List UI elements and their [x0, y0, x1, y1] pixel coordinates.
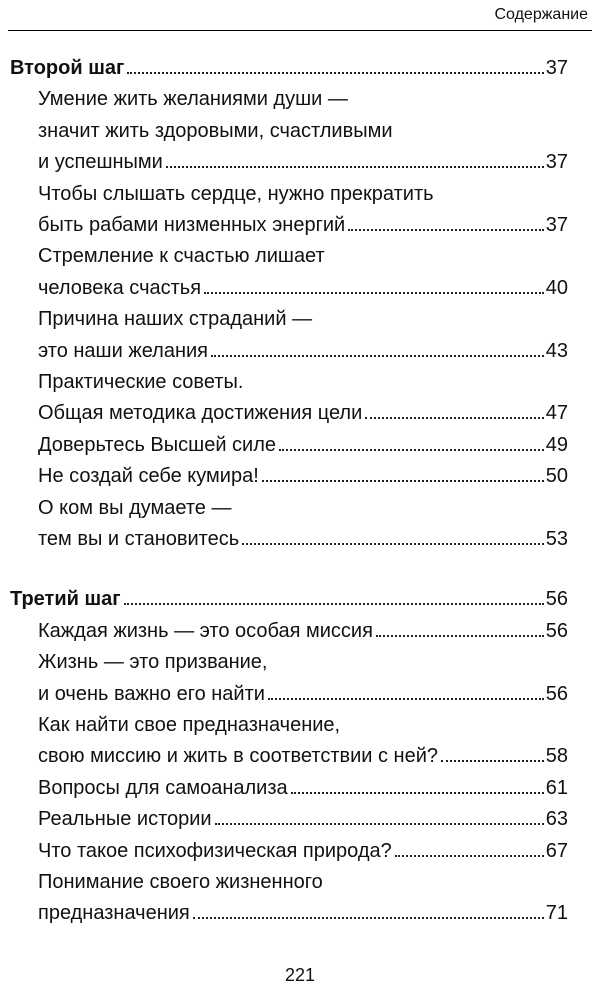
entry-text: Умение жить желаниями души —: [38, 88, 348, 111]
toc-row: Каждая жизнь — это особая миссия 56: [38, 613, 568, 643]
entry-text: быть рабами низменных энергий: [38, 214, 346, 236]
toc-row: предназначения 71: [38, 895, 568, 925]
entry-page: 56: [545, 619, 568, 642]
entry-page: 37: [545, 214, 568, 236]
entry-text: это наши желания: [38, 339, 208, 362]
entry-text: тем вы и становитесь: [38, 528, 240, 550]
toc-row: Второй шаг 37: [10, 50, 568, 80]
toc-row: Доверьтесь Высшей силе 49: [38, 427, 568, 457]
entry-text: свою миссию и жить в соответствии с ней?: [38, 745, 439, 768]
toc-row: Умение жить желаниями души —: [38, 81, 568, 111]
toc-row: Не создай себе кумира! 50: [38, 458, 568, 488]
toc-row: Практические советы.: [38, 364, 568, 394]
entry-text: Доверьтесь Высшей силе: [38, 433, 277, 456]
dot-leader: [348, 229, 544, 231]
entry-text: Каждая жизнь — это особая миссия: [38, 619, 373, 642]
entry-text: человека счастья: [38, 276, 202, 299]
entry-text: и успешными: [38, 151, 163, 174]
entry-text: Стремление к счастью лишает: [38, 245, 325, 268]
entry-page: 40: [545, 276, 568, 299]
dot-leader: [375, 634, 544, 637]
entry-text: Вопросы для самоанализа: [38, 776, 288, 799]
entry-page: 61: [545, 776, 568, 799]
entry-page: 63: [545, 808, 568, 831]
entry-text: Как найти свое предназначение,: [38, 714, 341, 736]
entry-page: 58: [545, 745, 568, 768]
entry-page: 53: [545, 528, 568, 550]
entry-text: Реальные истории: [38, 808, 212, 831]
dot-leader: [267, 697, 544, 700]
entry-text: Причина наших страданий —: [38, 308, 313, 331]
dot-leader: [441, 760, 544, 763]
dot-leader: [394, 854, 544, 857]
dot-leader: [127, 72, 544, 74]
dot-leader: [242, 543, 544, 545]
running-header: Содержание: [494, 6, 588, 23]
entry-page: 43: [545, 339, 568, 362]
toc-row: и успешными 37: [38, 144, 568, 174]
toc-row: Реальные истории 63: [38, 801, 568, 831]
dot-leader: [211, 354, 544, 357]
toc-row: человека счастья 40: [38, 270, 568, 300]
entry-text: Практические советы.: [38, 371, 244, 393]
toc-row: значит жить здоровыми, счастливыми: [38, 113, 568, 143]
toc-row: Стремление к счастью лишает: [38, 238, 568, 268]
entry-text: О ком вы думаете —: [38, 496, 232, 519]
entry-text: и очень важно его найти: [38, 682, 265, 705]
toc-row: О ком вы думаете —: [38, 490, 568, 520]
entry-page: 50: [545, 465, 568, 488]
toc-row: Чтобы слышать сердце, нужно прекратить: [38, 176, 568, 206]
header-rule: [8, 30, 592, 31]
entry-text: Не создай себе кумира!: [38, 465, 259, 488]
entry-page: 47: [545, 402, 568, 425]
entry-text: Понимание своего жизненного: [38, 871, 323, 893]
dot-leader: [261, 480, 544, 483]
entry-text: Чтобы слышать сердце, нужно прекратить: [38, 182, 434, 205]
entry-page: 56: [545, 682, 568, 705]
entry-text: значит жить здоровыми, счастливыми: [38, 119, 393, 142]
entry-text: Третий шаг: [10, 588, 121, 611]
toc-row: это наши желания 43: [38, 333, 568, 363]
toc-row: Что такое психофизическая природа? 67: [38, 833, 568, 863]
dot-leader: [165, 166, 544, 169]
toc-row: Понимание своего жизненного: [38, 864, 568, 894]
toc-row: Причина наших страданий —: [38, 301, 568, 331]
dot-leader: [192, 917, 544, 920]
dot-leader: [290, 791, 544, 794]
toc-row: Общая методика достижения цели 47: [38, 395, 568, 425]
entry-text: Общая методика достижения цели: [38, 402, 363, 425]
toc-row: свою миссию и жить в соответствии с ней?…: [38, 738, 568, 768]
toc-row: Вопросы для самоанализа 61: [38, 770, 568, 800]
page-number: 221: [284, 965, 316, 985]
toc-row: Как найти свое предназначение,: [38, 707, 568, 737]
entry-page: 56: [545, 588, 568, 611]
entry-page: 37: [545, 57, 568, 79]
entry-text: Что такое психофизическая природа?: [38, 839, 392, 862]
entry-text: предназначения: [38, 902, 190, 925]
dot-leader: [214, 823, 544, 826]
toc-row: быть рабами низменных энергий 37: [38, 207, 568, 237]
dot-leader: [123, 603, 544, 606]
entry-text: Жизнь — это призвание,: [38, 651, 268, 674]
entry-text: Второй шаг: [10, 57, 125, 79]
dot-leader: [279, 448, 544, 451]
toc-row: и очень важно его найти 56: [38, 676, 568, 706]
toc-row: Жизнь — это призвание,: [38, 644, 568, 674]
toc-row: Третий шаг 56: [10, 581, 568, 611]
entry-page: 37: [545, 151, 568, 174]
entry-page: 49: [545, 433, 568, 456]
entry-page: 71: [545, 902, 568, 925]
toc-row: тем вы и становитесь 53: [38, 521, 568, 551]
dot-leader: [204, 291, 544, 294]
dot-leader: [365, 417, 544, 420]
entry-page: 67: [545, 839, 568, 862]
